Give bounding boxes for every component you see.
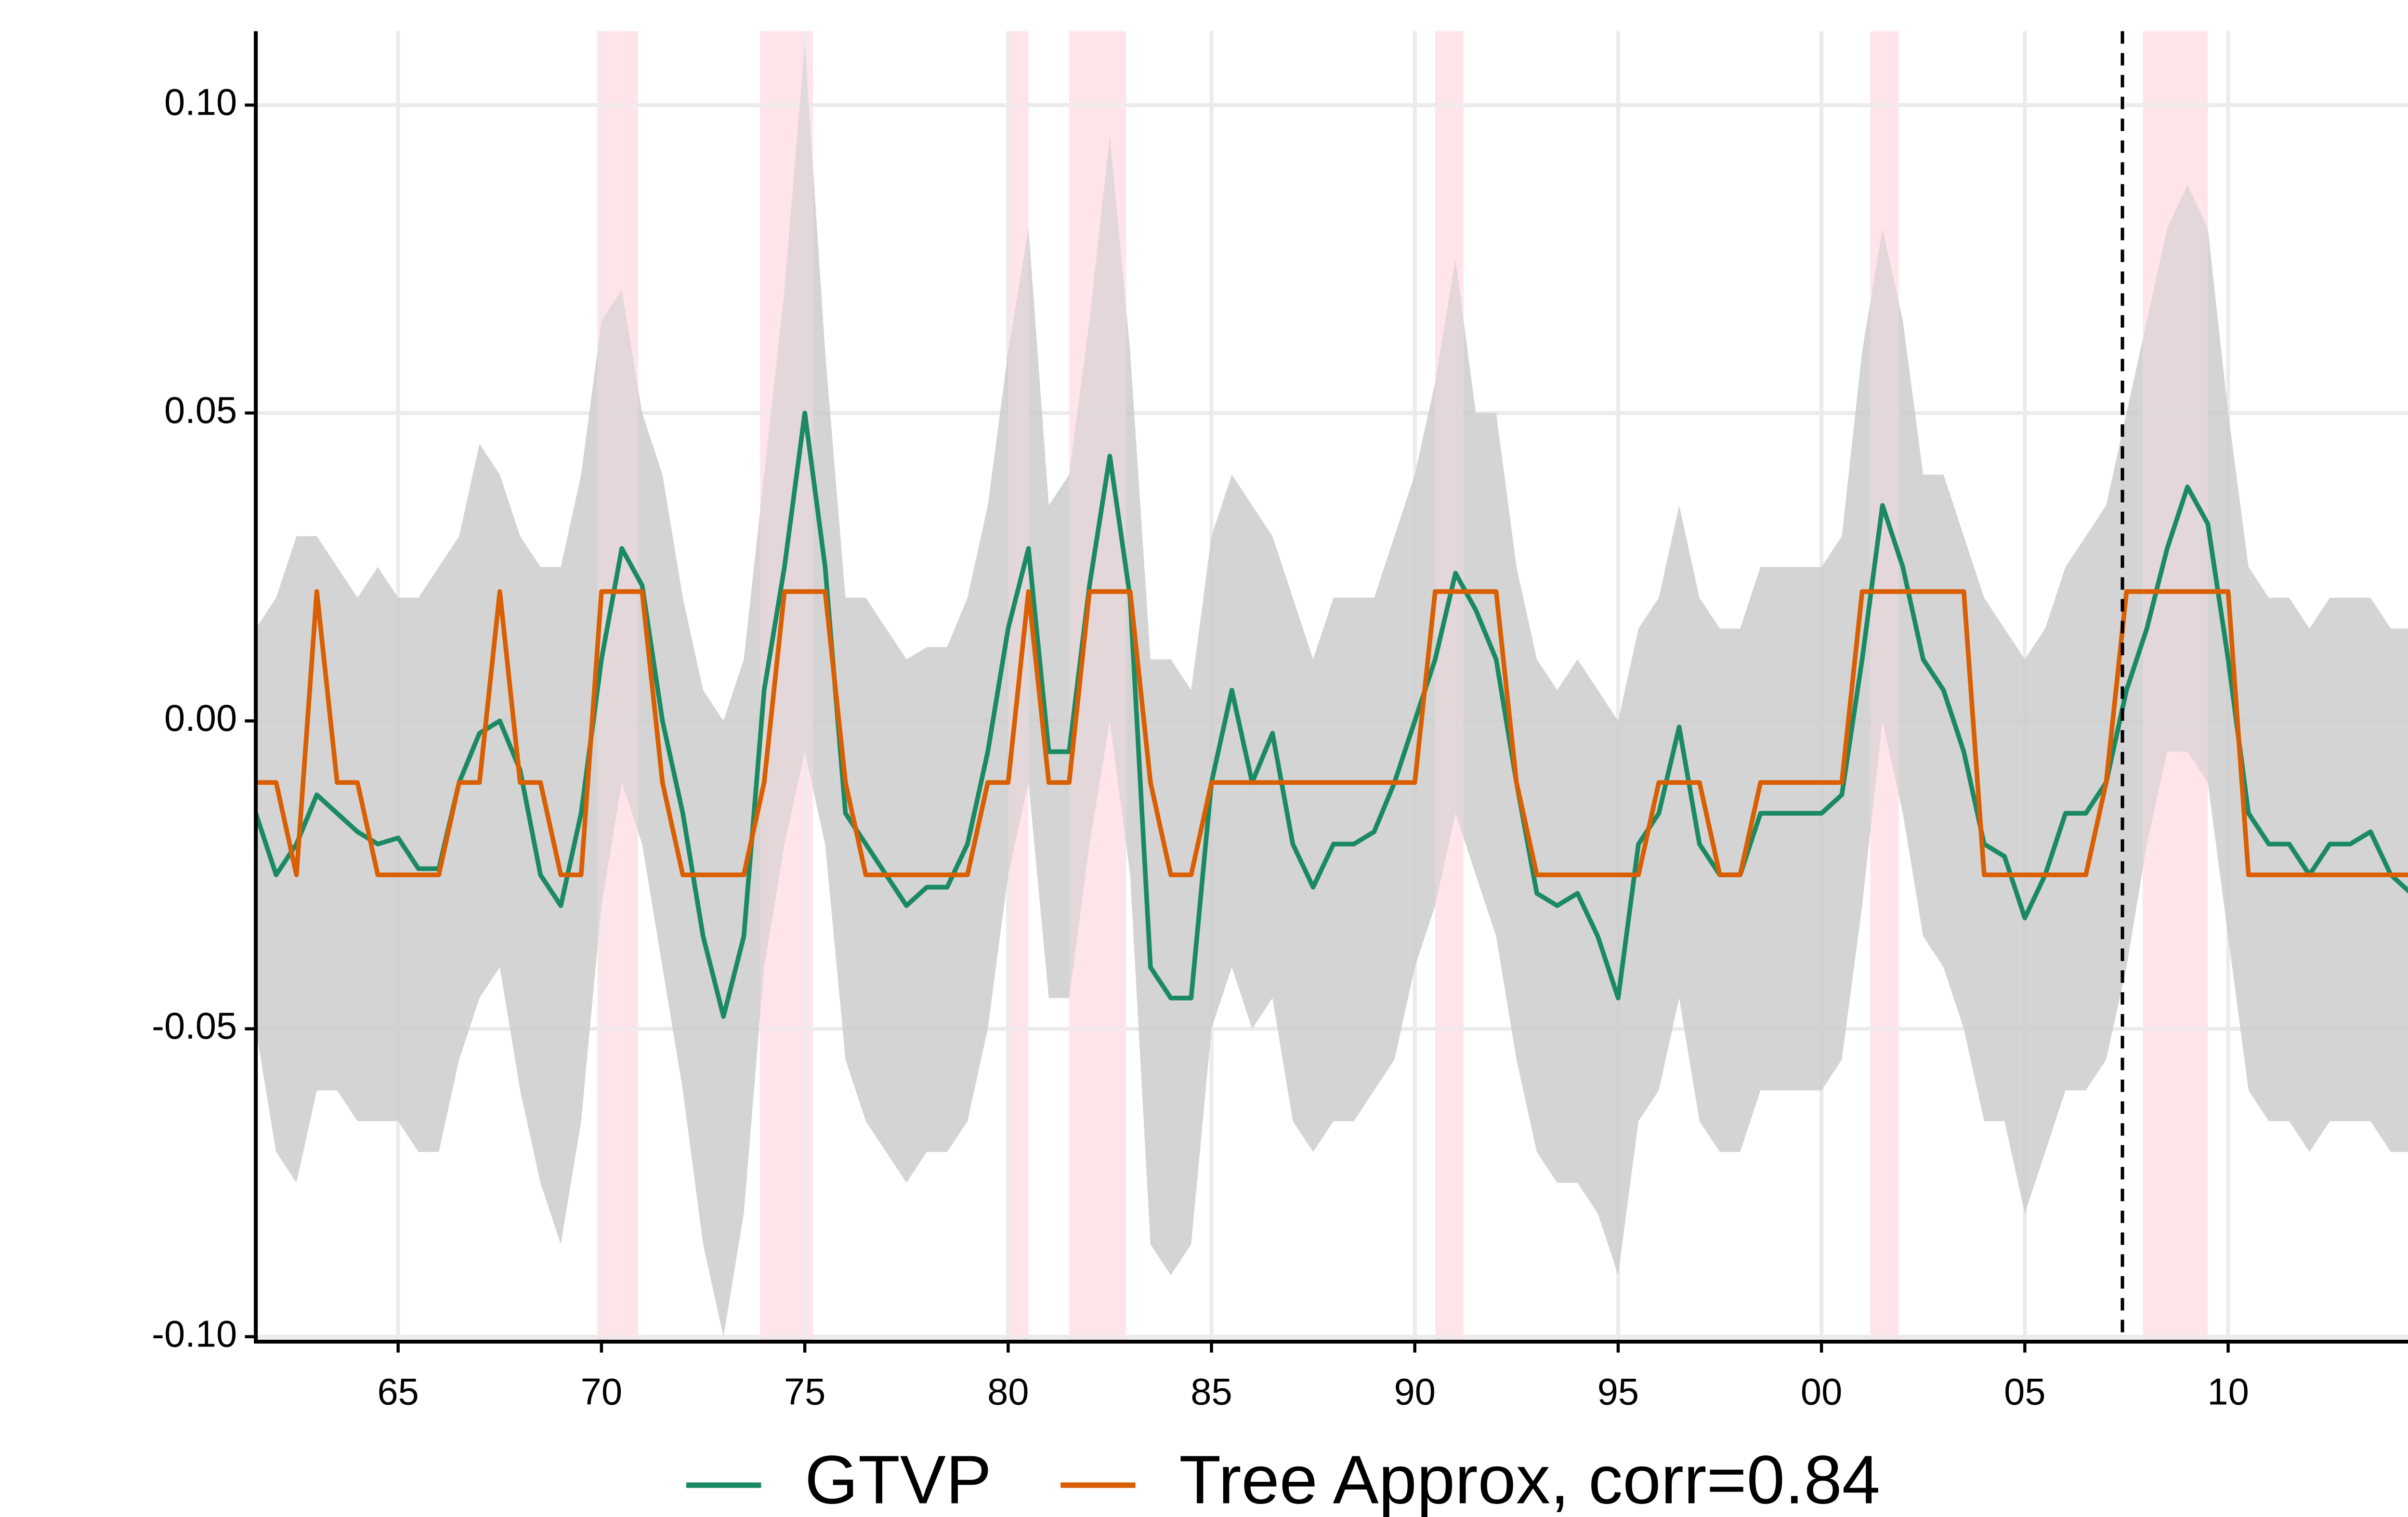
x-tick-label: 75 <box>784 1372 825 1413</box>
recession-overlay <box>1870 31 1899 1342</box>
x-tick-label: 65 <box>377 1372 419 1413</box>
series-line <box>256 589 2408 877</box>
legend-label: Tree Approx, corr=0.84 <box>1179 1442 1880 1517</box>
x-tick-label: 95 <box>1597 1372 1639 1413</box>
y-tick-label: 0.05 <box>164 390 237 431</box>
y-tick-label: 0.10 <box>164 82 237 123</box>
x-tick-label: 00 <box>1801 1372 1842 1413</box>
y-tick-label: -0.05 <box>152 1005 237 1047</box>
recession-overlay <box>597 31 638 1342</box>
y-tick-label: -0.10 <box>152 1313 237 1355</box>
y-tick-label: 0.00 <box>164 698 237 739</box>
recession-overlay <box>760 31 813 1342</box>
x-tick-label: 05 <box>2004 1372 2045 1413</box>
x-tick-label: 70 <box>581 1372 622 1413</box>
x-tick-label: 10 <box>2207 1372 2249 1413</box>
series-line <box>253 410 2408 1019</box>
recession-overlay <box>1435 31 1464 1342</box>
x-tick-label: 80 <box>987 1372 1029 1413</box>
x-tick-label: 85 <box>1191 1372 1232 1413</box>
x-tick-label: 90 <box>1394 1372 1436 1413</box>
confidence-band <box>256 43 2408 1337</box>
legend-label: GTVP <box>805 1442 992 1517</box>
recession-overlay <box>2143 31 2208 1342</box>
